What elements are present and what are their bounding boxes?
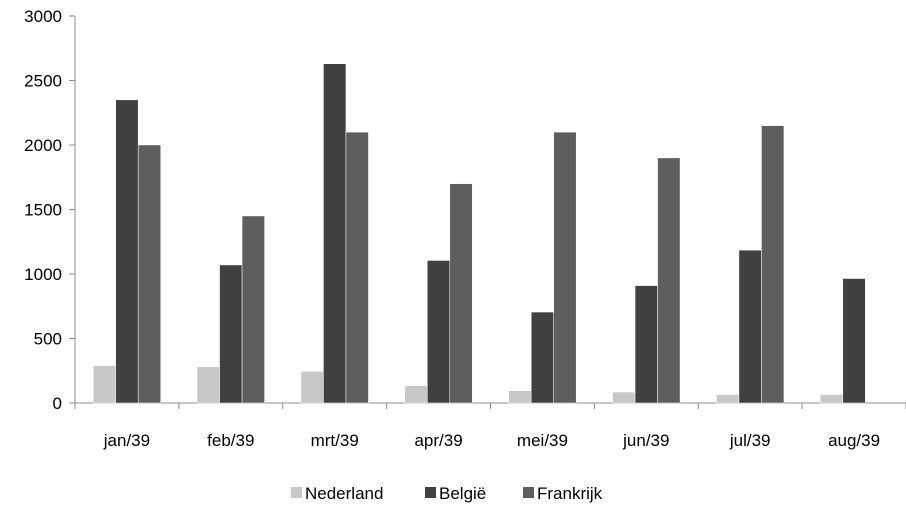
y-tick-label: 2000 bbox=[24, 136, 62, 155]
bar-frankrijk-jun-39 bbox=[658, 158, 681, 403]
bar-belgië-jan-39 bbox=[116, 100, 139, 403]
legend-label-frankrijk: Frankrijk bbox=[537, 484, 603, 503]
bar-belgië-apr-39 bbox=[427, 260, 450, 403]
category-label: feb/39 bbox=[207, 431, 254, 450]
bar-nederland-apr-39 bbox=[405, 386, 428, 403]
bar-frankrijk-jan-39 bbox=[138, 145, 161, 403]
x-axis bbox=[75, 403, 906, 409]
legend-swatch-belgië bbox=[425, 487, 436, 498]
category-label: jan/39 bbox=[103, 431, 150, 450]
bar-nederland-mei-39 bbox=[509, 391, 532, 403]
legend: Nederland België Frankrijk bbox=[291, 484, 603, 503]
bar-belgië-mei-39 bbox=[531, 312, 554, 403]
bar-frankrijk-apr-39 bbox=[450, 184, 473, 403]
category-label: aug/39 bbox=[828, 431, 880, 450]
legend-label-nederland: Nederland bbox=[305, 484, 383, 503]
bar-belgië-jul-39 bbox=[739, 250, 762, 403]
y-tick-label: 500 bbox=[34, 330, 62, 349]
legend-swatch-frankrijk bbox=[523, 487, 534, 498]
bar-belgië-mrt-39 bbox=[323, 64, 346, 403]
bars bbox=[93, 64, 865, 403]
y-tick-label: 3000 bbox=[24, 7, 62, 26]
bar-frankrijk-jul-39 bbox=[761, 126, 784, 403]
bar-nederland-aug-39 bbox=[820, 395, 843, 403]
bar-belgië-aug-39 bbox=[843, 279, 866, 403]
bar-nederland-jun-39 bbox=[613, 392, 636, 403]
legend-swatch-nederland bbox=[291, 487, 302, 498]
category-label: jul/39 bbox=[729, 431, 771, 450]
y-tick-label: 1500 bbox=[24, 201, 62, 220]
bar-belgië-feb-39 bbox=[220, 265, 243, 403]
bar-frankrijk-mei-39 bbox=[554, 132, 577, 403]
bar-frankrijk-mrt-39 bbox=[346, 132, 369, 403]
category-label: jun/39 bbox=[622, 431, 669, 450]
y-tick-label: 0 bbox=[53, 394, 62, 413]
category-label: mrt/39 bbox=[311, 431, 359, 450]
y-tick-label: 1000 bbox=[24, 265, 62, 284]
bar-frankrijk-feb-39 bbox=[242, 216, 265, 403]
bar-belgië-jun-39 bbox=[635, 286, 658, 403]
y-axis: 0 500 1000 1500 2000 2500 3000 bbox=[24, 7, 75, 413]
category-label: mei/39 bbox=[517, 431, 568, 450]
bar-nederland-feb-39 bbox=[197, 367, 220, 403]
bar-nederland-jul-39 bbox=[716, 395, 739, 403]
bar-nederland-jan-39 bbox=[93, 366, 116, 403]
legend-label-belgië: België bbox=[439, 484, 486, 503]
category-label: apr/39 bbox=[414, 431, 462, 450]
category-labels: jan/39 feb/39 mrt/39 apr/39 mei/39 jun/39 jul/… bbox=[103, 431, 880, 450]
bar-nederland-mrt-39 bbox=[301, 371, 324, 403]
y-tick-label: 2500 bbox=[24, 72, 62, 91]
